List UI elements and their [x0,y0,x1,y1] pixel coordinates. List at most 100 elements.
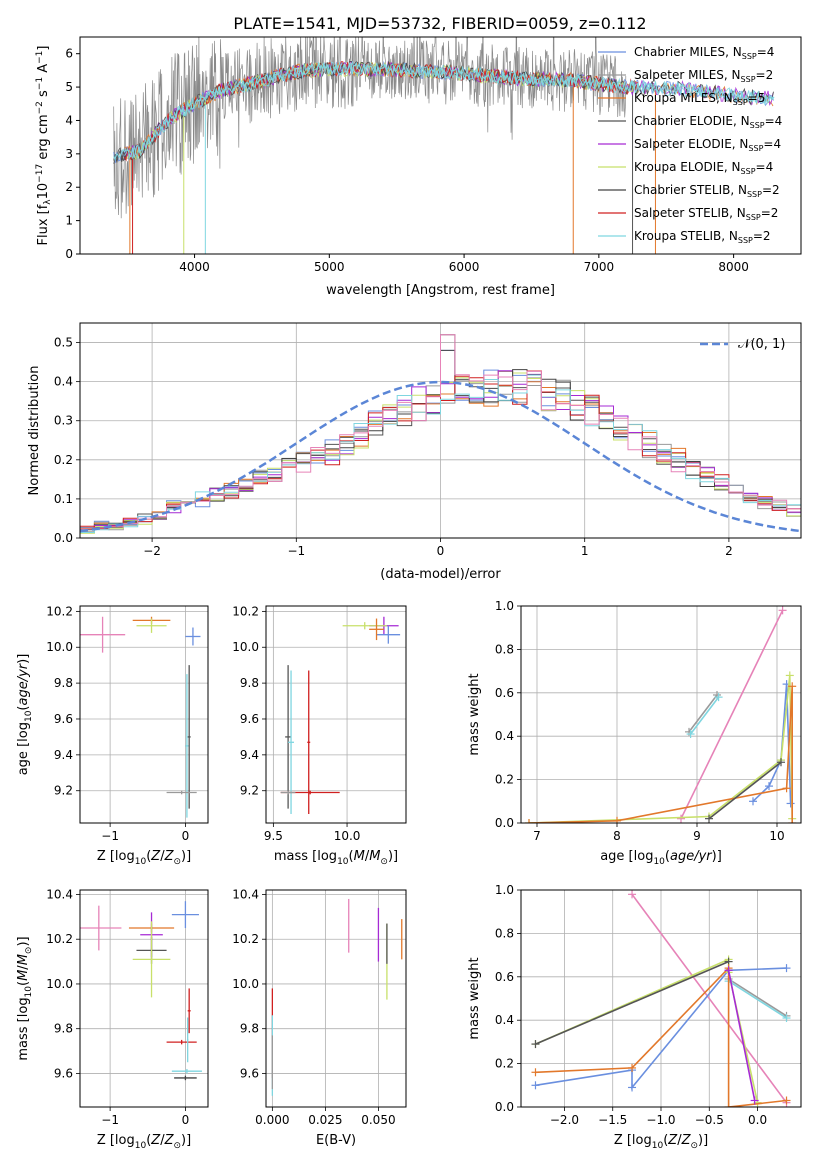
residual-histogram [80,370,801,538]
x-tick-label: 0 [182,829,190,843]
legend-entry: Salpeter ELODIE, NSSP=4 [634,137,781,153]
legend-entry: Salpeter STELIB, NSSP=2 [634,206,778,222]
y-tick-label: 9.8 [54,676,73,690]
axes-frame [265,889,407,1108]
y-tick-label: 10.4 [46,887,73,901]
legend-entry: 𝒩(0, 1) [738,337,785,352]
y-tick-label: 9.6 [240,712,259,726]
x-tick-label: 5000 [314,260,345,274]
y-tick-label: 9.2 [54,784,73,798]
residual-histogram [80,372,801,538]
y-axis-label: mass weight [467,957,482,1039]
x-tick-label: 1 [581,544,589,558]
y-tick-label: 10.4 [232,887,259,901]
x-axis-label: (data-model)/error [380,567,501,582]
y-tick-label: 10.0 [232,977,259,991]
mass-weight-line [727,970,756,1101]
x-tick-label: −1.5 [598,1113,627,1127]
mass-weight-line [728,980,787,1019]
legend-entry: Chabrier STELIB, NSSP=2 [634,183,780,199]
observed-spectrum [113,37,627,219]
x-tick-label: −0.5 [695,1113,724,1127]
x-tick-label: 0.000 [255,1113,289,1127]
x-tick-label: 10.0 [334,829,361,843]
x-tick-label: 9 [693,829,701,843]
y-axis-label: Normed distribution [27,366,42,496]
y-tick-label: 0.0 [495,816,514,830]
residual-histogram [80,370,801,538]
plot-area [80,616,201,818]
mass-weight-line [708,761,782,820]
x-tick-label: 8 [613,829,621,843]
y-tick-label: 9.2 [240,784,259,798]
grid [521,605,801,824]
y-tick-label: 10.0 [232,640,259,654]
y-tick-label: 10.0 [46,977,73,991]
x-axis-label: E(B-V) [316,1133,356,1148]
axes-frame [265,605,407,824]
y-tick-label: 10.2 [232,604,259,618]
model-spectrum-kroupa-stelib [113,61,775,162]
y-tick-label: 9.6 [54,712,73,726]
legend-entry: Kroupa STELIB, NSSP=2 [634,229,771,245]
x-tick-label: 2 [725,544,733,558]
residual-histogram [80,374,801,538]
y-tick-label: 9.6 [240,1066,259,1080]
legend-entry: Salpeter MILES, NSSP=2 [634,68,773,84]
y-tick-label: 0.2 [495,773,514,787]
y-tick-label: 0.5 [54,336,73,350]
x-tick-label: 7000 [584,260,615,274]
x-axis-label: Z [log10(Z/Z⊙)] [614,1133,708,1151]
x-axis-label: Z [log10(Z/Z⊙)] [97,1133,191,1151]
mass-weight-line [631,893,788,1104]
y-tick-label: 0.8 [495,926,514,940]
x-tick-label: −2.0 [550,1113,579,1127]
residual-histogram [80,370,801,538]
y-tick-label: 9.8 [54,1022,73,1036]
y-tick-label: 3 [65,147,73,161]
y-tick-label: 4 [65,113,73,127]
mass-weight-line [535,960,729,1045]
y-tick-label: 1 [65,214,73,228]
axes-frame [520,889,802,1108]
residual-histogram [80,379,801,538]
y-axis-label: age [log10(age/yr)] [16,654,34,776]
y-axis-label: Flux [fλ10−17 erg cm−2 s−1 A−1] [35,46,53,246]
plot-area [80,334,801,538]
legend-entry: Kroupa ELODIE, NSSP=4 [634,160,773,176]
plot-area [113,37,775,254]
x-tick-label: −1 [101,1113,119,1127]
y-tick-label: 10.0 [46,640,73,654]
model-spectrum-line [113,60,774,163]
legend-entry: Chabrier MILES, NSSP=4 [634,45,774,61]
x-tick-label: 6000 [449,260,480,274]
y-tick-label: 9.8 [240,676,259,690]
residuals-histogram-panel: −2 −1 0 1 2 0.0 0.1 0.2 0.3 0.4 0.5 𝒩(0, 1) (data-mo… [27,322,802,582]
x-axis-label: mass [log10(M/M⊙)] [274,849,398,867]
residual-histogram [80,349,801,538]
x-axis-label: Z [log10(Z/Z⊙)] [97,849,191,867]
y-tick-label: 0.4 [54,375,73,389]
y-tick-label: 9.8 [240,1022,259,1036]
y-tick-label: 5 [65,80,73,94]
y-tick-label: 2 [65,180,73,194]
y-tick-label: 9.6 [54,1066,73,1080]
x-tick-label: 8000 [718,260,749,274]
y-tick-label: 10.2 [46,932,73,946]
figure-title: PLATE=1541, MJD=53732, FIBERID=0059, z=0… [233,14,646,33]
x-tick-label: 7 [533,829,541,843]
plot-area [80,901,202,1081]
y-tick-label: 0.1 [54,492,73,506]
x-axis-label: age [log10(age/yr)] [600,849,722,867]
residual-histogram [80,349,801,538]
axes-frame [79,605,209,824]
y-tick-label: 1.0 [495,599,514,613]
residual-histogram [80,334,801,538]
grid [266,606,406,823]
x-tick-label: −1 [101,829,119,843]
x-tick-label: 4000 [179,260,210,274]
y-tick-label: 0.4 [495,729,514,743]
plot-area [271,898,403,1096]
grid [266,890,406,1107]
mass-vs-ebv-panel: 0.000 0.025 0.050 9.6 9.8 10.0 10.2 10.4 E(B-V) [232,887,407,1148]
